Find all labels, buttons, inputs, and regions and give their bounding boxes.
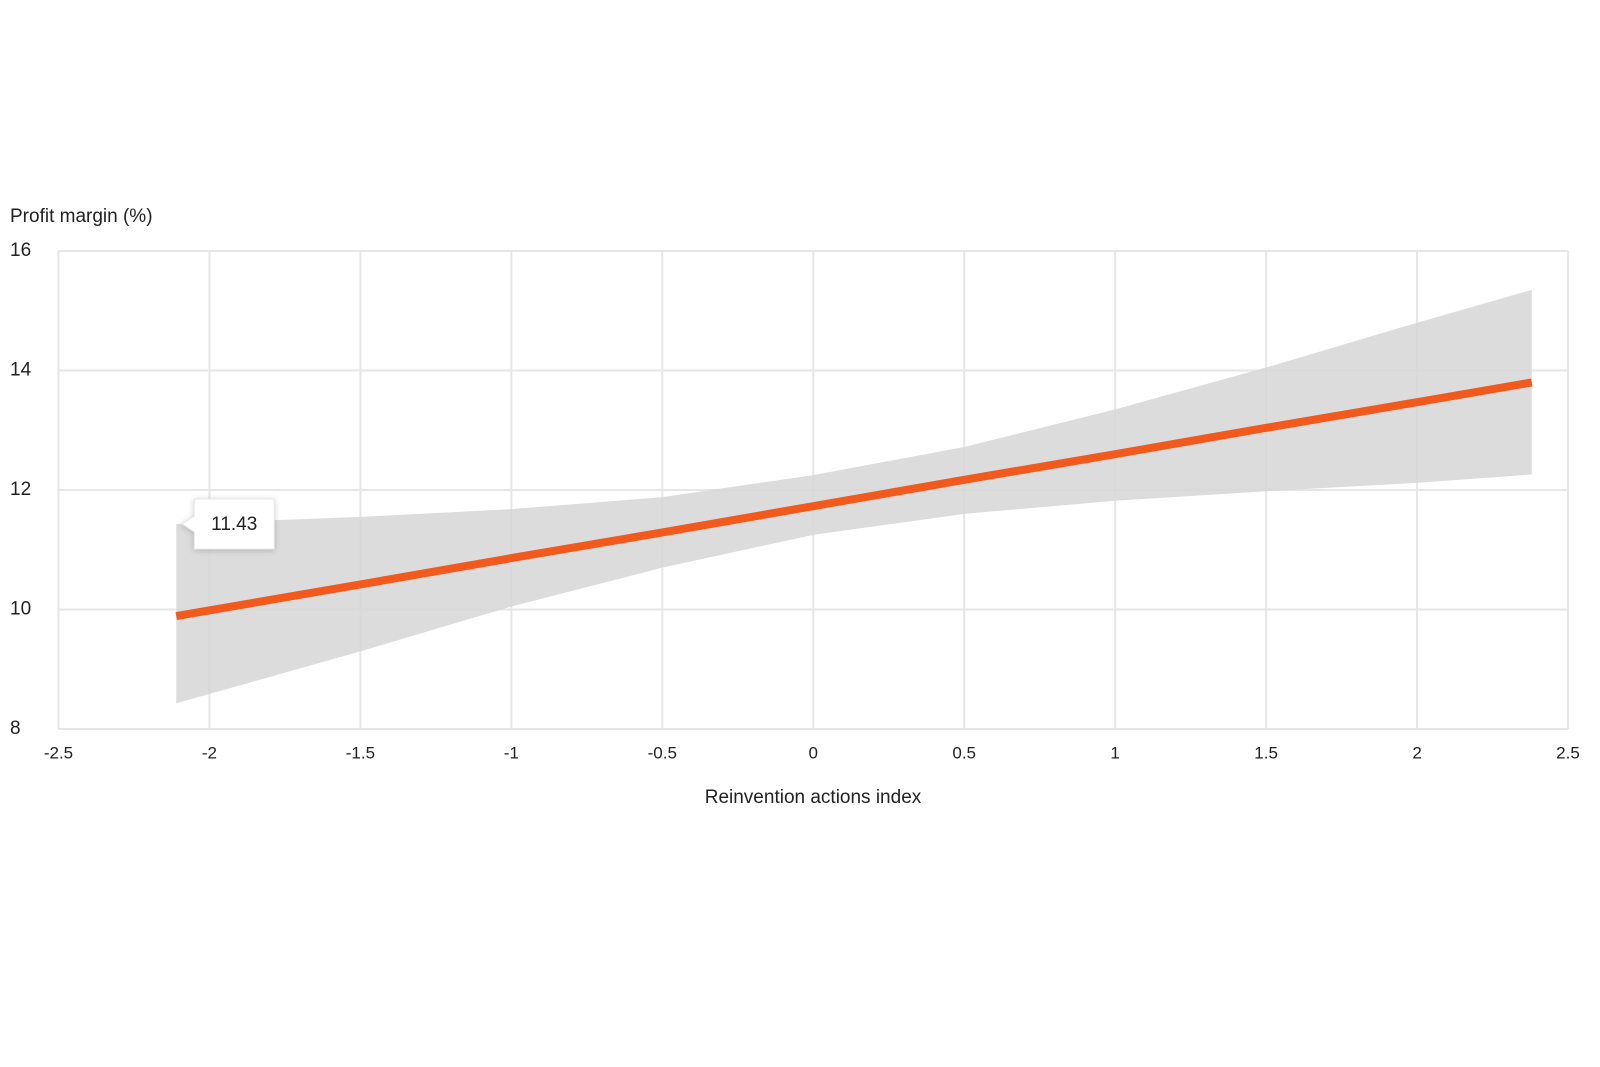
trend-line [175,378,1533,621]
y-tick-label: 12 [10,479,31,500]
x-tick-label: -0.5 [648,743,677,762]
y-tick-label: 14 [10,360,32,381]
x-tick-label: 0 [809,743,818,762]
x-tick-label: 2.5 [1556,743,1580,762]
y-tick-label: 16 [10,240,31,261]
x-tick-label: -1.5 [346,743,375,762]
x-axis-label: Reinvention actions index [705,787,922,808]
y-tick-label: 10 [10,599,31,620]
y-axis-label: Profit margin (%) [10,206,153,227]
x-tick-label: -2 [202,743,217,762]
x-tick-label: -2.5 [44,743,73,762]
x-tick-label: 2 [1412,743,1421,762]
tooltip-box [181,498,275,550]
x-tick-label: 1 [1110,743,1119,762]
x-tick-label: 0.5 [952,743,976,762]
x-tick-label: -1 [504,743,519,762]
y-tick-label: 8 [10,718,21,739]
tooltip-label: 11.43 [211,514,257,535]
x-tick-label: 1.5 [1254,743,1278,762]
